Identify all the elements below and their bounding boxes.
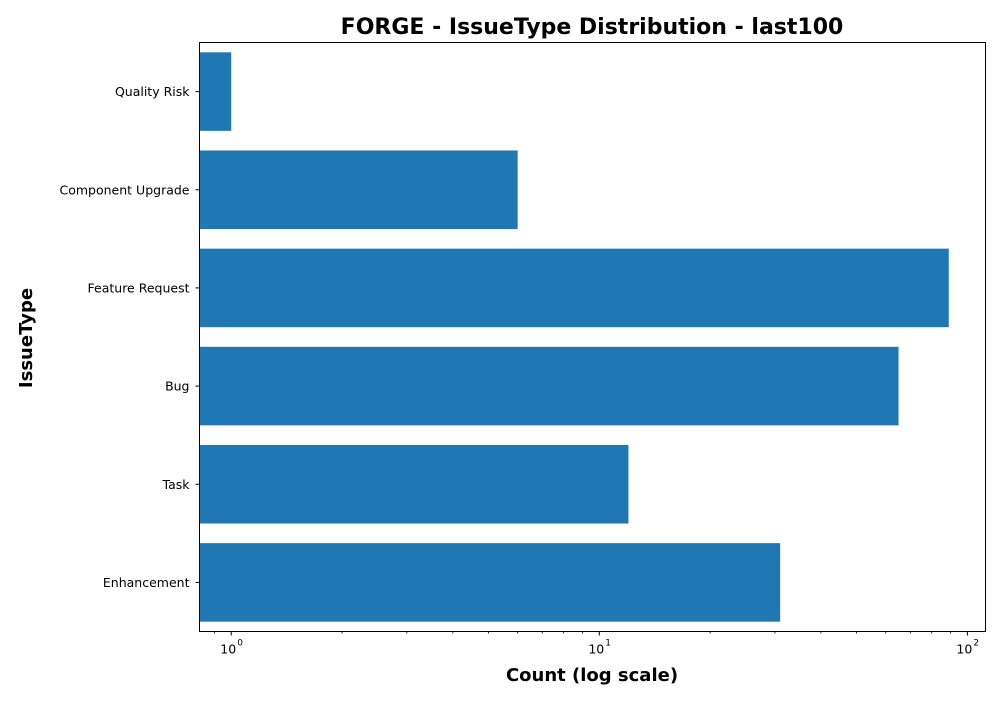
x-axis-ticks: 10 0 10 1 10 2 [213, 631, 979, 657]
bar [199, 248, 949, 328]
y-tick-label: Task [162, 477, 191, 492]
x-tick-exponent: 1 [605, 639, 611, 649]
y-axis-label: IssueType [16, 288, 37, 388]
bar [199, 150, 518, 230]
bar [199, 52, 232, 131]
bar [199, 543, 781, 622]
y-tick-label: Bug [165, 379, 189, 394]
x-tick-label: 10 [588, 642, 604, 657]
y-tick-label: Quality Risk [115, 84, 190, 99]
y-tick-label: Feature Request [88, 280, 190, 295]
x-tick-label: 10 [220, 642, 236, 657]
x-tick-exponent: 2 [973, 639, 979, 649]
plot-frame [199, 42, 986, 632]
bar [199, 444, 629, 524]
chart-title: FORGE - IssueType Distribution - last100 [341, 15, 844, 40]
bar [199, 346, 899, 426]
y-tick-label: Component Upgrade [60, 182, 190, 197]
y-axis-ticks: Quality Risk Component Upgrade Feature Req… [60, 84, 200, 590]
bars [199, 52, 949, 622]
x-tick-label: 10 [956, 642, 972, 657]
y-tick-label: Enhancement [103, 575, 190, 590]
x-tick-exponent: 0 [237, 639, 243, 649]
x-axis-label: Count (log scale) [506, 665, 678, 686]
